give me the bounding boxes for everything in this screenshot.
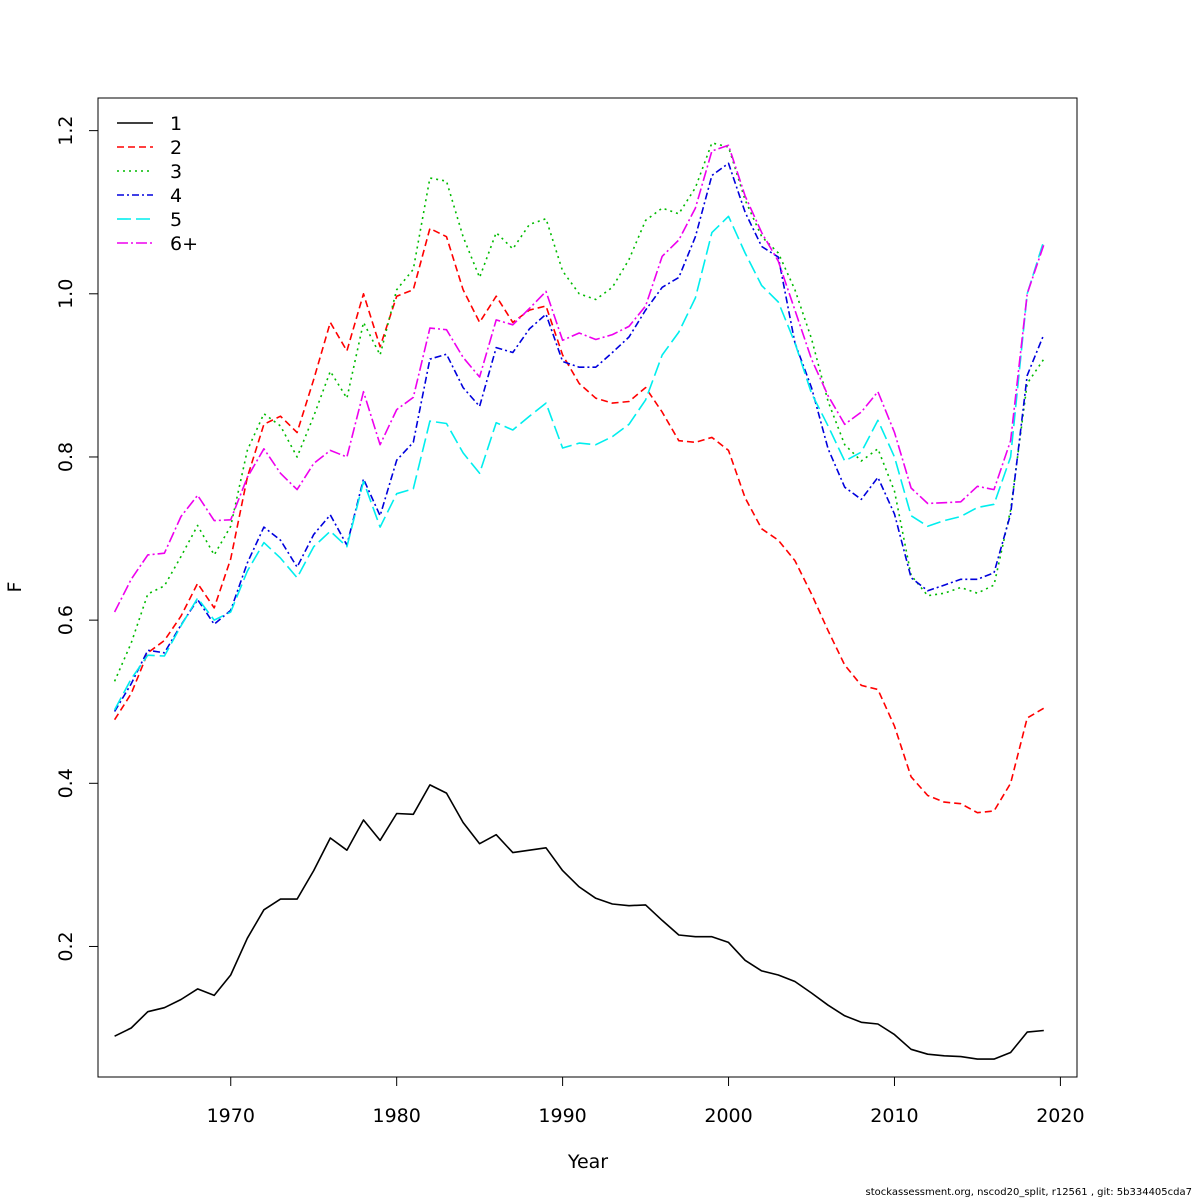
x-tick-label: 1970 [207, 1105, 255, 1127]
series-line-1 [114, 784, 1044, 1060]
y-axis-title: F [4, 582, 26, 593]
x-tick-label: 1980 [372, 1105, 420, 1127]
y-tick-label: 1.0 [55, 279, 77, 309]
legend-label-4: 4 [170, 185, 182, 207]
y-tick-label: 0.4 [55, 768, 77, 798]
x-tick-label: 2000 [704, 1105, 752, 1127]
series-line-5 [113, 215, 1045, 711]
series-layer [113, 142, 1045, 1060]
series-line-4 [113, 162, 1045, 712]
legend-label-3: 3 [170, 161, 182, 183]
x-tick-label: 2020 [1036, 1105, 1084, 1127]
y-tick-label: 0.2 [55, 931, 77, 961]
y-axis: 0.2 0.4 0.6 0.8 1.0 1.2 [55, 116, 99, 962]
x-axis-title: Year [567, 1151, 608, 1173]
legend-label-6: 6+ [170, 233, 198, 255]
y-tick-label: 0.6 [55, 605, 77, 635]
footer-credit: stockassessment.org, nscod20_split, r125… [865, 1187, 1192, 1198]
series-line-3 [113, 142, 1045, 682]
y-tick-label: 1.2 [55, 116, 77, 146]
legend-label-2: 2 [170, 137, 182, 159]
series-line-6 [113, 144, 1045, 613]
legend-label-1: 1 [170, 113, 182, 135]
plot-frame [97, 97, 1078, 1078]
y-tick-label: 0.8 [55, 442, 77, 472]
legend-label-5: 5 [170, 209, 182, 231]
x-axis: 1970 1980 1990 2000 2010 2020 [207, 1076, 1085, 1127]
x-tick-label: 1990 [538, 1105, 586, 1127]
series-line-2 [113, 227, 1045, 814]
x-tick-label: 2010 [870, 1105, 918, 1127]
